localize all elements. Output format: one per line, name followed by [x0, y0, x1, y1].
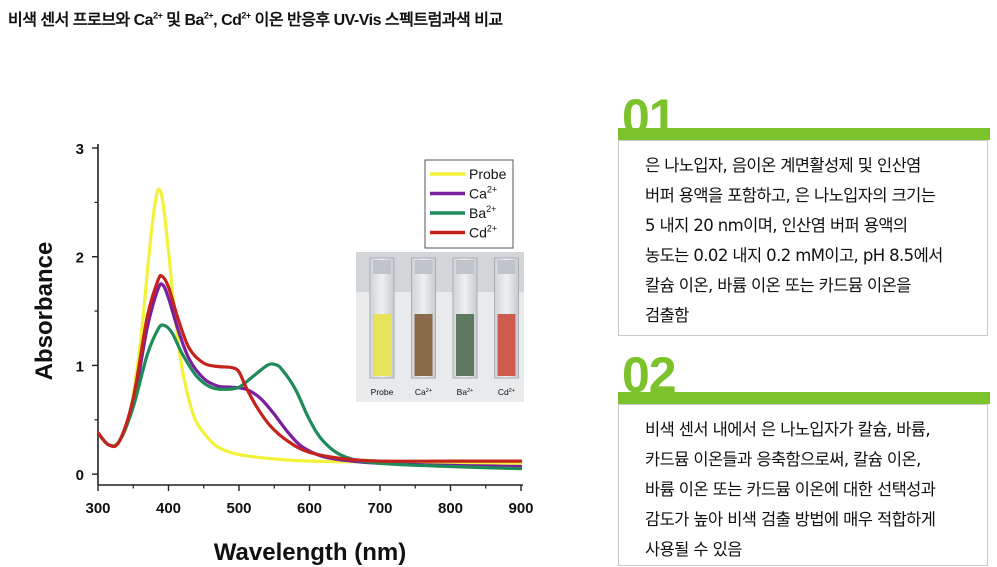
chart-axes: 300 400 500 600 700 800 900 0 1 2 3	[76, 141, 534, 517]
cuvette-solution	[497, 314, 516, 376]
panel-text-01: 은 나노입자, 음이온 계면활성제 및 인산염 버퍼 용액을 포함하고, 은 나…	[645, 156, 943, 325]
legend-label: Ca2+	[469, 185, 497, 202]
cuvette-cap	[456, 260, 474, 274]
series-layer	[98, 187, 522, 471]
panel-number-02: 02	[622, 347, 677, 403]
cuvette-cap	[497, 260, 516, 274]
x-tick-label: 300	[85, 500, 110, 517]
y-tick-label: 1	[76, 358, 84, 375]
cuvette-label: Ca2+	[415, 387, 432, 397]
cuvette-label: Cd2+	[498, 387, 515, 397]
x-tick-label: 700	[367, 500, 392, 517]
page-title: 비색 센서 프로브와 Ca2+ 및 Ba2+, Cd2+ 이온 반응후 UV-V…	[8, 10, 503, 29]
cuvette-cap	[373, 260, 391, 274]
x-axis-label: Wavelength (nm)	[214, 539, 406, 566]
series-line-ba	[98, 323, 522, 471]
y-axis-label: Absorbance	[31, 242, 58, 381]
cuvette-photo: Probe Ca2+ Ba2+ Cd2+	[356, 252, 524, 402]
x-tick-label: 600	[297, 500, 322, 517]
y-tick-label: 3	[76, 141, 84, 158]
cuvette-solution	[373, 314, 391, 376]
legend-label: Cd2+	[469, 224, 497, 241]
panel-accent-bar-01	[618, 128, 990, 140]
chart-legend: Probe Ca2+ Ba2+ Cd2+	[424, 159, 514, 249]
uv-vis-chart: 300 400 500 600 700 800 900 0 1 2 3 Probe Ca2+ Ba2+ C…	[31, 141, 534, 566]
y-tick-label: 2	[76, 250, 84, 267]
panel-text-02: 비색 센서 내에서 은 나노입자가 칼슘, 바륨, 카드뮴 이온들과 응축함으로…	[645, 420, 936, 559]
legend-label: Ba2+	[469, 204, 496, 221]
panel-box-02: 비색 센서 내에서 은 나노입자가 칼슘, 바륨, 카드뮴 이온들과 응축함으로…	[618, 404, 988, 566]
cuvette-label: Probe	[371, 387, 394, 397]
cuvette-solution	[414, 314, 433, 376]
cuvette-solution	[456, 314, 474, 376]
cuvette-cap	[414, 260, 433, 274]
panel-accent-bar-02	[618, 392, 990, 404]
legend-label: Probe	[469, 166, 507, 182]
y-tick-label: 0	[76, 467, 84, 484]
x-tick-label: 900	[508, 500, 533, 517]
x-tick-label: 400	[156, 500, 181, 517]
x-tick-label: 800	[438, 500, 463, 517]
series-line-cd	[98, 273, 522, 463]
cuvette-label: Ba2+	[457, 387, 474, 397]
panel-box-01: 은 나노입자, 음이온 계면활성제 및 인산염 버퍼 용액을 포함하고, 은 나…	[618, 140, 988, 336]
x-tick-label: 500	[226, 500, 251, 517]
